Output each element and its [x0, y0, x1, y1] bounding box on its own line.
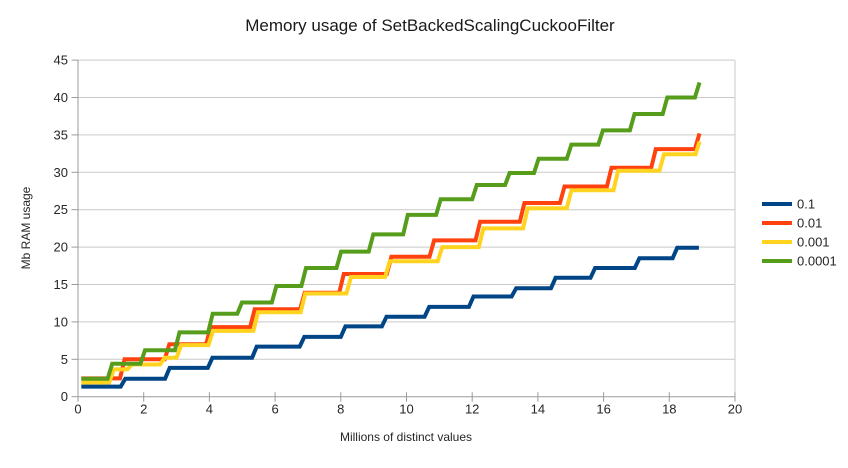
- x-tick-label: 8: [337, 402, 344, 417]
- legend: 0.1 0.01 0.001 0.0001: [762, 197, 837, 269]
- x-tick-label: 16: [596, 402, 610, 417]
- x-tick-label: 10: [399, 402, 413, 417]
- x-tick-label: 6: [271, 402, 278, 417]
- x-tick-label: 14: [531, 402, 545, 417]
- y-tick-label: 5: [61, 352, 68, 367]
- chart-title: Memory usage of SetBackedScalingCuckooFi…: [245, 16, 615, 35]
- y-tick-label: 0: [61, 389, 68, 404]
- legend-item-0.01: 0.01: [762, 216, 822, 231]
- series-line-0.001: [81, 141, 702, 385]
- y-tick-label: 35: [54, 127, 68, 142]
- y-tick-label: 15: [54, 277, 68, 292]
- gridlines: [78, 59, 736, 397]
- series-line-0.01: [81, 132, 702, 381]
- legend-label-0.0001: 0.0001: [797, 254, 837, 269]
- y-tick-label: 25: [54, 202, 68, 217]
- legend-item-0.0001: 0.0001: [762, 254, 837, 269]
- series-line-0.1: [81, 245, 699, 389]
- y-axis-title: Mb RAM usage: [19, 186, 33, 269]
- x-tick-label: 12: [465, 402, 479, 417]
- x-tick-label: 4: [206, 402, 213, 417]
- legend-label-0.1: 0.1: [797, 197, 815, 212]
- x-tick-label: 18: [662, 402, 676, 417]
- y-tick-label: 10: [54, 314, 68, 329]
- series-lines: [81, 81, 702, 389]
- legend-label-0.01: 0.01: [797, 216, 822, 231]
- legend-item-0.1: 0.1: [762, 197, 815, 212]
- x-tick-label: 2: [140, 402, 147, 417]
- y-tick-label: 40: [54, 90, 68, 105]
- x-tick-label: 0: [74, 402, 81, 417]
- y-tick-label: 20: [54, 240, 68, 255]
- series-line-0.0001: [81, 81, 702, 381]
- x-tick-label: 20: [728, 402, 742, 417]
- tick-labels: 0 5 10 15 20 25 30 35 40 45 0 2 4 6 8 10 12 14 16 18 20: [54, 53, 743, 417]
- legend-label-0.001: 0.001: [797, 235, 830, 250]
- x-axis-title: Millions of distinct values: [340, 430, 472, 444]
- y-tick-label: 45: [54, 53, 68, 68]
- axes: [71, 59, 736, 402]
- y-tick-label: 30: [54, 165, 68, 180]
- legend-item-0.001: 0.001: [762, 235, 830, 250]
